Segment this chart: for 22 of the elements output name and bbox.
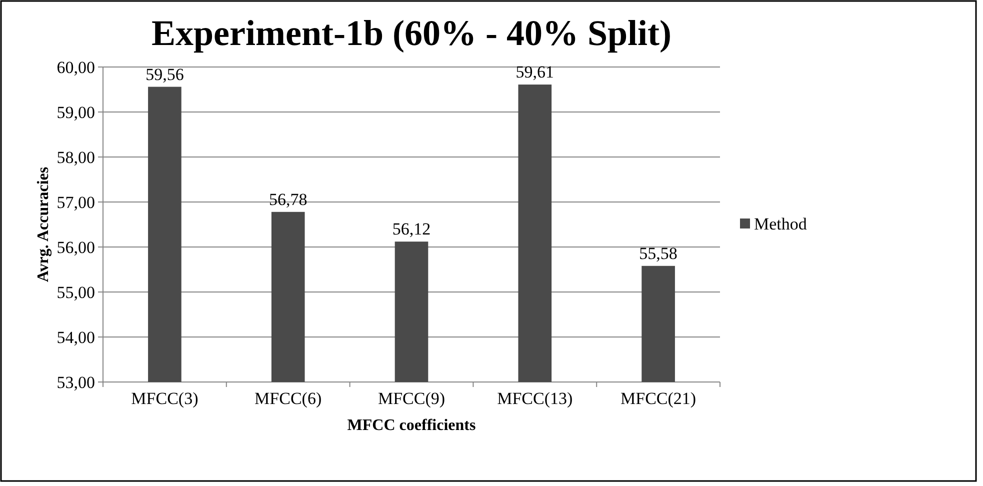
x-tick-label: MFCC(9) bbox=[378, 389, 446, 408]
y-tick-label: 58,00 bbox=[56, 148, 95, 167]
x-tick-label: MFCC(13) bbox=[497, 389, 573, 408]
text: 56,12 bbox=[392, 220, 431, 239]
text: 59,56 bbox=[146, 64, 184, 84]
y-tick-label: 53,00 bbox=[56, 372, 95, 392]
x-tick-label: MFCC(3) bbox=[131, 389, 198, 408]
x-tick-label: MFCC(6) bbox=[254, 389, 322, 408]
y-tick-label: 56,00 bbox=[56, 238, 95, 257]
chart-title: Experiment-1b (60% - 40% Split) bbox=[152, 13, 672, 53]
x-tick-label: MFCC(21) bbox=[620, 389, 696, 408]
y-tick-label: 59,00 bbox=[56, 102, 95, 122]
x-axis-title: MFCC coefficients bbox=[347, 417, 476, 434]
text: 55,58 bbox=[639, 244, 678, 263]
y-tick-label: 54,00 bbox=[56, 328, 95, 347]
text: 59,61 bbox=[516, 62, 554, 82]
y-tick-label: 60,00 bbox=[56, 58, 95, 77]
y-axis-title: Avrg. Accuracies bbox=[35, 166, 52, 282]
legend-label: Method bbox=[754, 214, 808, 234]
text: 56,78 bbox=[268, 190, 308, 209]
y-tick-label: 55,00 bbox=[56, 282, 95, 302]
y-tick-label: 57,00 bbox=[56, 192, 95, 212]
